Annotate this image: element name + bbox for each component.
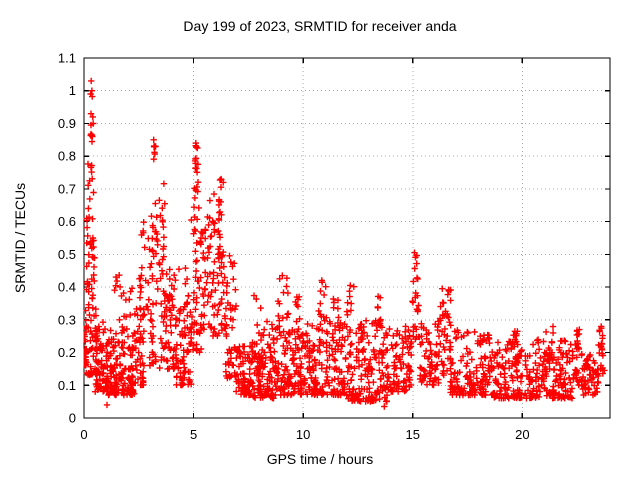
x-tick-label: 20: [515, 427, 529, 442]
y-tick-label: 0.6: [58, 214, 76, 229]
y-tick-label: 0.1: [58, 378, 76, 393]
y-tick-label: 0.3: [58, 312, 76, 327]
y-tick-label: 0.2: [58, 345, 76, 360]
x-tick-label: 5: [190, 427, 197, 442]
x-tick-label: 15: [406, 427, 420, 442]
y-tick-label: 0.5: [58, 247, 76, 262]
chart-title: Day 199 of 2023, SRMTID for receiver and…: [183, 18, 456, 34]
y-tick-label: 0.4: [58, 280, 76, 295]
y-tick-label: 0.7: [58, 181, 76, 196]
plot-border: [83, 57, 611, 419]
x-tick-label: 10: [296, 427, 310, 442]
scatter-points: [83, 77, 608, 410]
y-tick-label: 1: [69, 83, 76, 98]
y-tick-label: 0: [69, 411, 76, 426]
x-axis-label: GPS time / hours: [267, 451, 374, 467]
y-tick-label: 0.8: [58, 149, 76, 164]
y-tick-label: 1.1: [58, 51, 76, 66]
tick-labels: 0 0.1 0.2 0.3 0.4 0.5 0.6 0.7 0.8 0.9 1 1.1 0 5 10 15 20: [58, 51, 530, 443]
x-tick-label: 0: [80, 427, 87, 442]
y-axis-label: SRMTID / TECUs: [12, 183, 28, 293]
y-tick-label: 0.9: [58, 116, 76, 131]
